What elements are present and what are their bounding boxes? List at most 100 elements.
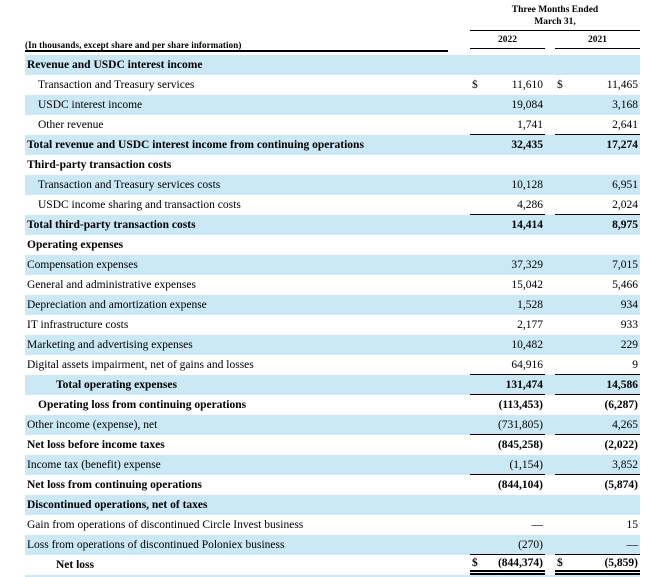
- value-2021-cell: 2,024: [555, 195, 640, 215]
- value-2022-cell: (845,258): [470, 435, 545, 455]
- column-gap: [545, 235, 555, 255]
- row-label: Other income (expense), net: [27, 419, 158, 431]
- table-row: Compensation expenses 37,329 7,015: [25, 255, 640, 275]
- value-2021: 7,015: [612, 259, 638, 271]
- dollar-sign: $: [472, 556, 478, 569]
- value-2021: 3,168: [612, 99, 638, 111]
- value-2021: —: [626, 538, 639, 551]
- value-2022-cell: [470, 55, 545, 75]
- value-2022-cell: (270): [470, 535, 545, 555]
- column-gap: [545, 115, 555, 135]
- value-2022-cell: 2,177: [470, 315, 545, 335]
- column-gap: [545, 315, 555, 335]
- row-label: Revenue and USDC interest income: [27, 59, 203, 71]
- table-row: Transaction and Treasury services costs 1…: [25, 175, 640, 195]
- value-2022-cell: (113,453): [470, 395, 545, 415]
- column-gap: [545, 415, 555, 435]
- value-2022-cell: 10,128: [470, 175, 545, 195]
- row-label: Total revenue and USDC interest income f…: [27, 139, 364, 151]
- table-row: Operating loss from continuing operation…: [25, 395, 640, 415]
- row-label: Total operating expenses: [56, 379, 177, 391]
- table-row: Net loss from continuing operations (844,…: [25, 475, 640, 495]
- value-2022: (1,154): [509, 458, 543, 471]
- value-2021: (5,874): [604, 479, 638, 491]
- value-2022: 1,528: [517, 299, 543, 311]
- table-row: Total operating expenses 131,474 14,586: [25, 375, 640, 395]
- row-label: USDC interest income: [38, 99, 143, 111]
- value-2022-cell: (844,104): [470, 475, 545, 495]
- row-label: Digital assets impairment, net of gains …: [27, 359, 254, 371]
- value-2022: 19,084: [511, 99, 543, 111]
- column-gap: [545, 435, 555, 455]
- value-2021: 3,852: [612, 458, 638, 471]
- column-gap: [545, 355, 555, 375]
- column-gap: [545, 155, 555, 175]
- value-2022: —: [531, 519, 544, 531]
- table-header: (In thousands, except share and per shar…: [25, 0, 640, 55]
- row-label: General and administrative expenses: [27, 279, 196, 291]
- value-2021-cell: 6,951: [555, 175, 640, 195]
- column-gap: [545, 195, 555, 215]
- column-gap: [545, 95, 555, 115]
- value-2022-cell: 10,482: [470, 335, 545, 355]
- value-2021-cell: 3,852: [555, 455, 640, 475]
- value-2022-cell: 32,435: [470, 135, 545, 155]
- column-gap: [545, 75, 555, 95]
- row-label: USDC income sharing and transaction cost…: [38, 199, 241, 211]
- row-label: Net loss: [56, 559, 95, 571]
- column-gap: [545, 515, 555, 535]
- row-label: Net loss before income taxes: [27, 439, 165, 451]
- row-label: Depreciation and amortization expense: [27, 299, 207, 311]
- value-2021-cell: [555, 55, 640, 75]
- value-2021: 934: [620, 299, 638, 311]
- value-2022-cell: 1,528: [470, 295, 545, 315]
- value-2021: 9: [632, 358, 638, 371]
- row-label: Third-party transaction costs: [27, 159, 172, 171]
- value-2022-cell: —: [470, 515, 545, 535]
- table-row: Other income (expense), net (731,805) 4,26…: [25, 415, 640, 435]
- value-2022: (844,374): [497, 556, 543, 569]
- value-2022-cell: $ (844,374): [470, 555, 545, 575]
- table-row: Depreciation and amortization expense 1,5…: [25, 295, 640, 315]
- value-2021-cell: 14,586: [555, 375, 640, 395]
- value-2021-cell: 8,975: [555, 215, 640, 235]
- row-label: Transaction and Treasury services: [38, 79, 195, 91]
- column-gap: [545, 255, 555, 275]
- period-header: Three Months Ended March 31,: [470, 5, 640, 28]
- value-2021: (2,022): [604, 439, 638, 451]
- value-2021-cell: 17,274: [555, 135, 640, 155]
- value-2021-cell: 9: [555, 355, 640, 375]
- value-2022-cell: $11,610: [470, 75, 545, 95]
- value-2021: 15: [626, 519, 639, 531]
- column-rule-2022: [470, 48, 545, 49]
- value-2022: (844,104): [497, 479, 543, 491]
- value-2021: 6,951: [612, 179, 638, 191]
- table-body: Revenue and USDC interest income Transact…: [25, 55, 640, 575]
- column-gap: [545, 295, 555, 315]
- table-row: Total third-party transaction costs 14,41…: [25, 215, 640, 235]
- row-label: Net loss from continuing operations: [27, 479, 202, 491]
- value-2021: 2,641: [612, 118, 638, 131]
- column-gap: [545, 535, 555, 555]
- value-2021-cell: 15: [555, 515, 640, 535]
- column-gap: [545, 395, 555, 415]
- value-2021: 4,265: [612, 418, 638, 431]
- period-header-line2: March 31,: [534, 16, 576, 27]
- value-2022: 11,610: [511, 79, 543, 91]
- table-row: Loss from operations of discontinued Pol…: [25, 535, 640, 555]
- table-row: Other revenue 1,741 2,641: [25, 115, 640, 135]
- value-2021-cell: (2,022): [555, 435, 640, 455]
- value-2022-cell: 37,329: [470, 255, 545, 275]
- column-gap: [545, 375, 555, 395]
- value-2021-cell: 934: [555, 295, 640, 315]
- value-2022: 14,414: [511, 219, 543, 231]
- row-label: Transaction and Treasury services costs: [38, 179, 221, 191]
- column-gap: [545, 55, 555, 75]
- table-row: Total revenue and USDC interest income f…: [25, 135, 640, 155]
- row-label: Compensation expenses: [27, 259, 138, 271]
- value-2021: 14,586: [606, 378, 638, 391]
- value-2021-cell: $ (5,859): [555, 555, 640, 575]
- value-2022: (845,258): [497, 439, 543, 451]
- value-2021: 933: [620, 319, 638, 331]
